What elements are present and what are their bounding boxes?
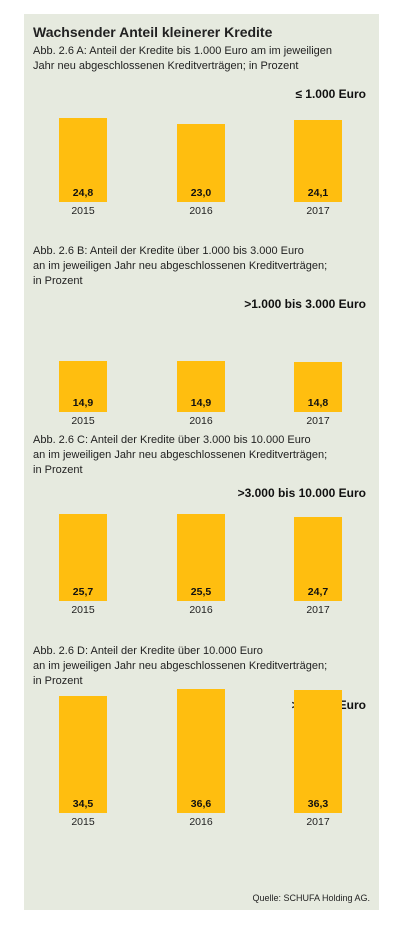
chart-c-value-label-2015: 25,7	[72, 586, 94, 598]
figure-title: Wachsender Anteil kleinerer Kredite	[33, 24, 273, 40]
chart-c-x-tick-2016: 2016	[189, 604, 213, 616]
chart-b: >1.000 bis 3.000 Euro 14,9 2015 14,9 2016 14…	[24, 297, 379, 437]
chart-a-subtitle: Abb. 2.6 A: Anteil der Kredite bis 1.000…	[33, 44, 332, 74]
chart-b-value-label-2016: 14,9	[190, 397, 212, 409]
chart-d-x-tick-2015: 2015	[71, 816, 95, 828]
chart-panel: Wachsender Anteil kleinerer Kredite Abb.…	[24, 14, 379, 910]
chart-b-range-label: >1.000 bis 3.000 Euro	[244, 297, 366, 311]
chart-c-x-tick-2015: 2015	[71, 604, 95, 616]
chart-d-x-tick-2017: 2017	[306, 816, 330, 828]
chart-d-value-label-2016: 36,6	[190, 798, 212, 810]
chart-a-bar-2015	[59, 118, 107, 202]
chart-a-value-label-2017: 24,1	[307, 187, 329, 199]
chart-c-subtitle-line-1: Abb. 2.6 C: Anteil der Kredite über 3.00…	[33, 434, 311, 446]
chart-a-x-tick-2016: 2016	[189, 205, 213, 217]
chart-c-value-label-2016: 25,5	[190, 586, 212, 598]
chart-b-bar-2015	[59, 361, 107, 412]
chart-a: ≤ 1.000 Euro 24,8 2015 23,0 2016 24,1 2017	[24, 87, 379, 227]
chart-b-value-label-2015: 14,9	[72, 397, 94, 409]
chart-a-x-tick-2015: 2015	[71, 205, 95, 217]
chart-c-bar-2016	[177, 514, 225, 601]
chart-a-range-label: ≤ 1.000 Euro	[295, 87, 366, 101]
chart-a-value-label-2016: 23,0	[190, 187, 212, 199]
chart-a-subtitle-line-2: Jahr neu abgeschlossenen Kreditverträgen…	[33, 60, 299, 72]
chart-c-bar-2017	[294, 517, 342, 601]
chart-b-x-tick-2017: 2017	[306, 415, 330, 427]
chart-c-subtitle-line-3: in Prozent	[33, 464, 83, 476]
chart-b-subtitle-line-3: in Prozent	[33, 275, 83, 287]
chart-d-subtitle-line-1: Abb. 2.6 D: Anteil der Kredite über 10.0…	[33, 645, 263, 657]
chart-b-x-tick-2015: 2015	[71, 415, 95, 427]
chart-c-value-label-2017: 24,7	[307, 586, 329, 598]
chart-d-bar-2017	[294, 690, 342, 813]
chart-c-bar-2015	[59, 514, 107, 601]
chart-b-subtitle-line-1: Abb. 2.6 B: Anteil der Kredite über 1.00…	[33, 245, 304, 257]
chart-a-subtitle-line-1: Abb. 2.6 A: Anteil der Kredite bis 1.000…	[33, 45, 333, 57]
source-note: Quelle: SCHUFA Holding AG.	[252, 893, 370, 903]
chart-b-value-label-2017: 14,8	[307, 397, 329, 409]
chart-d-subtitle-line-3: in Prozent	[33, 675, 83, 687]
chart-b-bar-2017	[294, 362, 342, 412]
chart-a-bar-2016	[177, 124, 225, 202]
chart-d-bar-2015	[59, 696, 107, 813]
chart-c-x-tick-2017: 2017	[306, 604, 330, 616]
chart-a-bar-2017	[294, 120, 342, 202]
chart-d-subtitle: Abb. 2.6 D: Anteil der Kredite über 10.0…	[33, 644, 327, 689]
chart-c: >3.000 bis 10.000 Euro 25,7 2015 25,5 2016 2…	[24, 486, 379, 626]
chart-b-subtitle-line-2: an im jeweiligen Jahr neu abgeschlossene…	[33, 260, 328, 272]
chart-c-subtitle: Abb. 2.6 C: Anteil der Kredite über 3.00…	[33, 433, 327, 478]
chart-d-subtitle-line-2: an im jeweiligen Jahr neu abgeschlossene…	[33, 660, 328, 672]
chart-b-subtitle: Abb. 2.6 B: Anteil der Kredite über 1.00…	[33, 244, 327, 289]
chart-c-range-label: >3.000 bis 10.000 Euro	[237, 486, 366, 500]
chart-b-x-tick-2016: 2016	[189, 415, 213, 427]
chart-d-value-label-2015: 34,5	[72, 798, 94, 810]
chart-d-value-label-2017: 36,3	[307, 798, 329, 810]
chart-b-bar-2016	[177, 361, 225, 412]
chart-a-x-tick-2017: 2017	[306, 205, 330, 217]
chart-a-value-label-2015: 24,8	[72, 187, 94, 199]
chart-d-bar-2016	[177, 689, 225, 813]
chart-c-subtitle-line-2: an im jeweiligen Jahr neu abgeschlossene…	[33, 449, 328, 461]
chart-d-x-tick-2016: 2016	[189, 816, 213, 828]
